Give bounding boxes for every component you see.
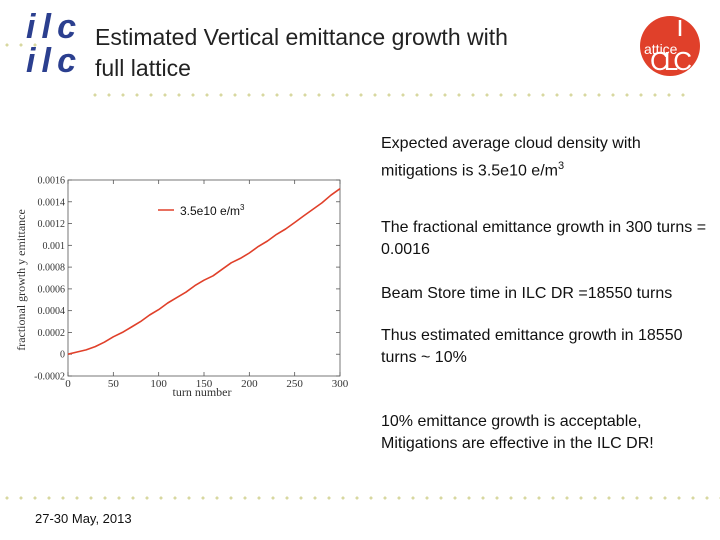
chart-y-tick-label: 0.001 [43,241,66,252]
chart-x-tick-label: 250 [286,378,303,390]
note-conclusion: 10% emittance growth is acceptable, Miti… [381,413,654,452]
chart-y-tick-label: 0.0002 [38,328,66,339]
decorative-dots-left [0,43,40,47]
chart-series-line [67,188,341,355]
note-store-time: Beam Store time in ILC DR =18550 turns [381,285,673,302]
decorative-dots-bottom [0,496,720,500]
note-cloud-density-text: Expected average cloud density with miti… [381,135,641,180]
clc-logo-overlay: attice [644,41,678,57]
chart-y-tick-label: 0.0006 [38,284,66,295]
ilc-logo: ilc ilc [26,8,76,76]
footer-date: 27-30 May, 2013 [35,511,132,526]
page-title-line1: Estimated Vertical emittance growth with [95,24,508,50]
chart-series [67,188,341,355]
page-title-line2: full lattice [95,55,191,81]
chart-legend: 3.5e10 e/m3 [158,203,245,218]
chart-y-tick-label: -0.0002 [34,372,65,383]
clc-logo-circle [640,16,700,76]
chart-x-tick-label: 0 [65,378,71,390]
chart-x-tick-label: 50 [108,378,120,390]
chart-x-tick-label: 200 [241,378,258,390]
page-title: Estimated Vertical emittance growth with… [95,22,615,84]
note-estimated-growth: Thus estimated emittance growth in 18550… [381,327,683,366]
chart-y-tick-label: 0.0004 [38,306,66,317]
chart-y-tick-label: 0.0012 [38,219,66,230]
chart-y-tick-label: 0.0014 [38,197,66,208]
decorative-dots-top [88,93,688,97]
note-fractional-growth: The fractional emittance growth in 300 t… [381,219,707,258]
ilc-logo-text-top: ilc [26,8,76,46]
chart-y-tick-label: 0.0008 [38,263,66,274]
emittance-chart: fractional growth y emittance turn numbe… [14,176,349,400]
note-cloud-density-sup: 3 [557,160,565,172]
clc-logo-text: CLC [650,46,692,76]
chart-x-tick-label: 150 [196,378,213,390]
chart-ticks: 0 50 100 150 200 250 300-0.000200.00020.00040.… [34,176,349,391]
chart-x-tick-label: 100 [150,378,167,390]
chart-y-tick-label: 0 [60,350,65,361]
clc-logo: attice CLC [640,16,700,76]
chart-y-axis-label: fractional growth y emittance [14,209,28,351]
ilc-logo-text-bottom: ilc [26,42,76,76]
chart-x-tick-label: 300 [332,378,349,390]
chart-legend-label: 3.5e10 e/m3 [180,203,245,218]
note-cloud-density: Expected average cloud density with miti… [381,133,720,182]
chart-y-tick-label: 0.0016 [38,176,66,187]
chart-x-axis-label: turn number [173,385,232,399]
